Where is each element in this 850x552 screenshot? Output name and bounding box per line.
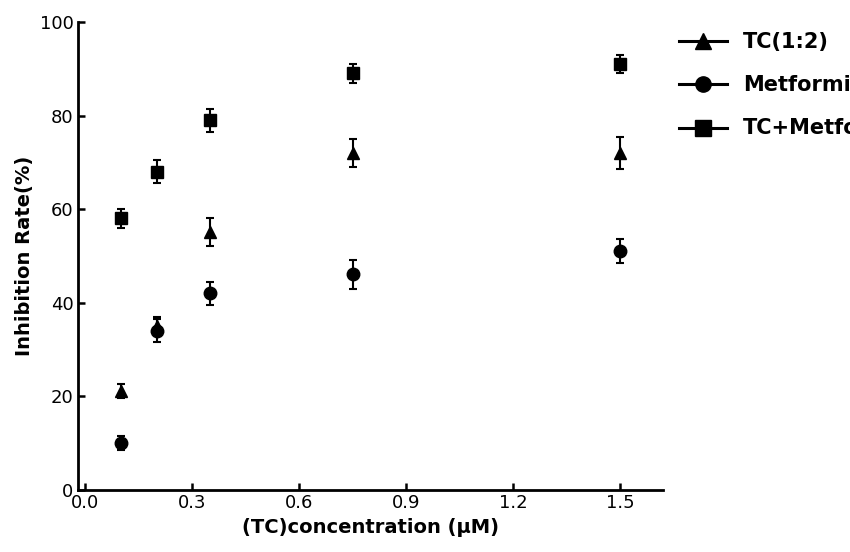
Y-axis label: Inhibition Rate(%): Inhibition Rate(%) bbox=[15, 156, 34, 356]
Legend: TC(1:2), Metformin, TC+Metformin: TC(1:2), Metformin, TC+Metformin bbox=[678, 31, 850, 139]
X-axis label: (TC)concentration (μM): (TC)concentration (μM) bbox=[242, 518, 499, 537]
